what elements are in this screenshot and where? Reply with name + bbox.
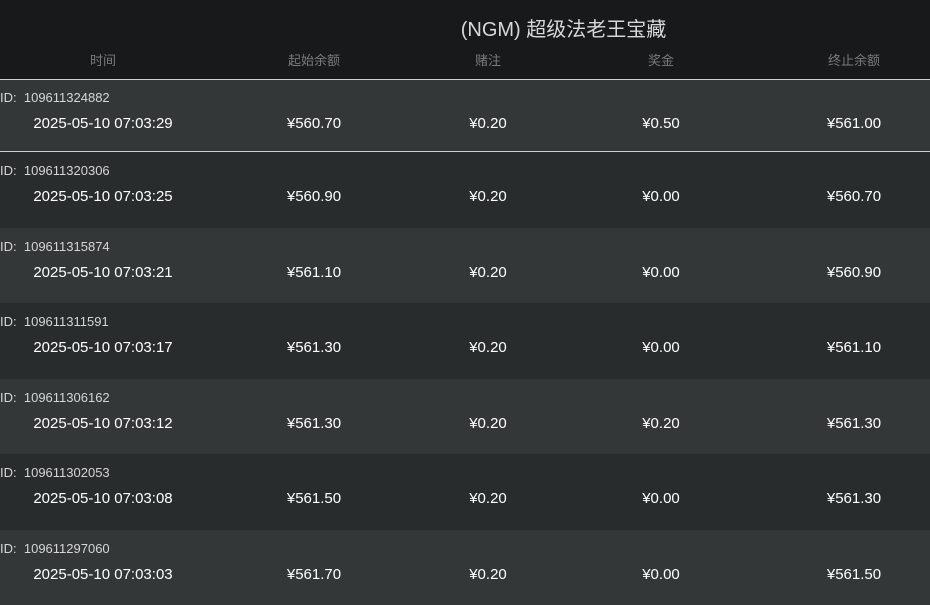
start-balance-cell: ¥561.50 <box>214 490 414 507</box>
column-header-end-balance: 终止余额 <box>754 50 930 69</box>
time-cell: 2025-05-10 07:03:08 <box>3 490 203 507</box>
round-id: ID: 109611311591 <box>0 314 109 329</box>
round-id: ID: 109611306162 <box>0 390 110 405</box>
start-balance-cell: ¥561.70 <box>214 566 414 583</box>
start-balance-cell: ¥561.30 <box>214 415 414 432</box>
win-cell: ¥0.00 <box>561 490 761 507</box>
round-id: ID: 109611320306 <box>0 163 110 178</box>
round-id: ID: 109611315874 <box>0 239 110 254</box>
end-balance-cell: ¥561.30 <box>754 415 930 432</box>
column-header-bet: 赌注 <box>388 50 588 69</box>
table-row[interactable]: ID: 109611320306 2025-05-10 07:03:25 ¥56… <box>0 152 930 228</box>
win-cell: ¥0.20 <box>561 415 761 432</box>
bet-cell: ¥0.20 <box>388 490 588 507</box>
end-balance-cell: ¥561.00 <box>754 115 930 132</box>
bet-cell: ¥0.20 <box>388 415 588 432</box>
header: (NGM) 超级法老王宝藏 时间 起始余额 赌注 奖金 终止余额 <box>0 0 930 79</box>
column-header-time: 时间 <box>3 50 203 69</box>
win-cell: ¥0.00 <box>561 566 761 583</box>
page-title: (NGM) 超级法老王宝藏 <box>0 13 930 42</box>
time-cell: 2025-05-10 07:03:03 <box>3 566 203 583</box>
bet-cell: ¥0.20 <box>388 339 588 356</box>
end-balance-cell: ¥560.90 <box>754 264 930 281</box>
table-row[interactable]: ID: 109611315874 2025-05-10 07:03:21 ¥56… <box>0 228 930 304</box>
bet-cell: ¥0.20 <box>388 264 588 281</box>
bet-cell: ¥0.20 <box>388 115 588 132</box>
time-cell: 2025-05-10 07:03:17 <box>3 339 203 356</box>
end-balance-cell: ¥561.30 <box>754 490 930 507</box>
win-cell: ¥0.50 <box>561 115 761 132</box>
round-id: ID: 109611324882 <box>0 90 110 105</box>
table-row[interactable]: ID: 109611324882 2025-05-10 07:03:29 ¥56… <box>0 79 930 152</box>
win-cell: ¥0.00 <box>561 264 761 281</box>
start-balance-cell: ¥561.30 <box>214 339 414 356</box>
start-balance-cell: ¥561.10 <box>214 264 414 281</box>
end-balance-cell: ¥560.70 <box>754 188 930 205</box>
table-row[interactable]: ID: 109611297060 2025-05-10 07:03:03 ¥56… <box>0 530 930 605</box>
time-cell: 2025-05-10 07:03:21 <box>3 264 203 281</box>
win-cell: ¥0.00 <box>561 188 761 205</box>
start-balance-cell: ¥560.90 <box>214 188 414 205</box>
table-row[interactable]: ID: 109611302053 2025-05-10 07:03:08 ¥56… <box>0 454 930 530</box>
win-cell: ¥0.00 <box>561 339 761 356</box>
table-row[interactable]: ID: 109611306162 2025-05-10 07:03:12 ¥56… <box>0 379 930 455</box>
bet-cell: ¥0.20 <box>388 188 588 205</box>
bet-cell: ¥0.20 <box>388 566 588 583</box>
end-balance-cell: ¥561.10 <box>754 339 930 356</box>
column-header-win: 奖金 <box>561 50 761 69</box>
round-id: ID: 109611302053 <box>0 465 110 480</box>
table-row[interactable]: ID: 109611311591 2025-05-10 07:03:17 ¥56… <box>0 303 930 379</box>
column-headers: 时间 起始余额 赌注 奖金 终止余额 <box>0 50 930 70</box>
time-cell: 2025-05-10 07:03:29 <box>3 115 203 132</box>
end-balance-cell: ¥561.50 <box>754 566 930 583</box>
time-cell: 2025-05-10 07:03:25 <box>3 188 203 205</box>
column-header-start-balance: 起始余额 <box>214 50 414 69</box>
history-list: ID: 109611324882 2025-05-10 07:03:29 ¥56… <box>0 79 930 605</box>
time-cell: 2025-05-10 07:03:12 <box>3 415 203 432</box>
round-id: ID: 109611297060 <box>0 541 110 556</box>
start-balance-cell: ¥560.70 <box>214 115 414 132</box>
